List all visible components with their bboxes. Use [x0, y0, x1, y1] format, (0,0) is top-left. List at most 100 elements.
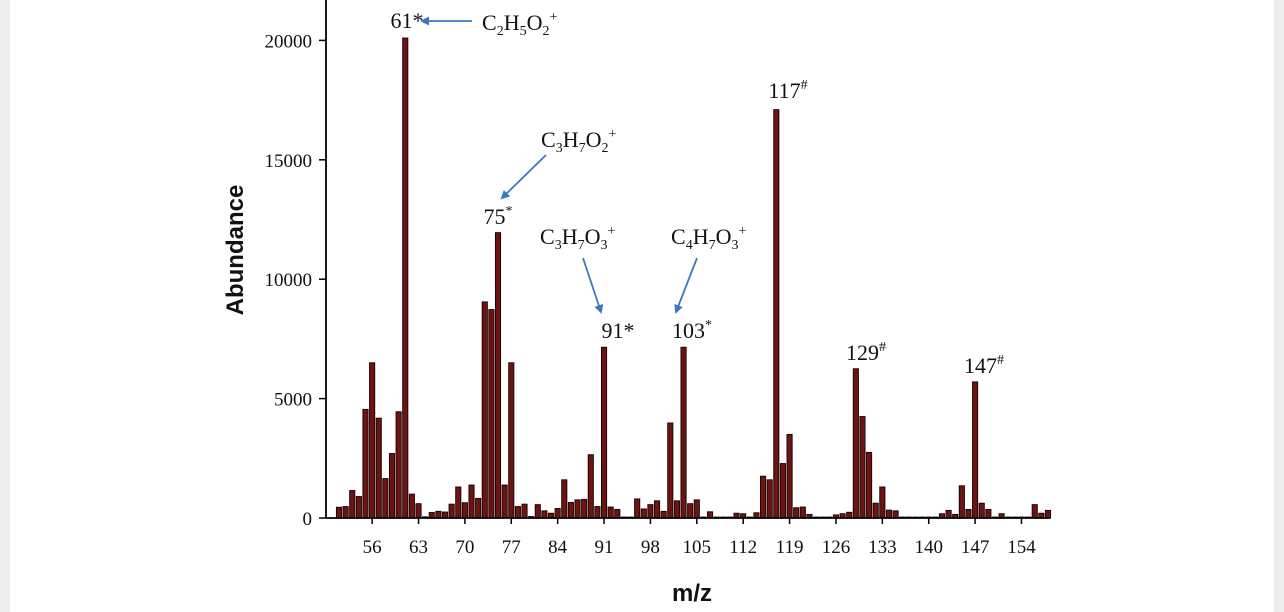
- y-tick-label: 5000: [274, 390, 312, 411]
- x-tick-label: 126: [822, 537, 851, 558]
- bar-mz-91: [600, 346, 608, 519]
- bar-mz-71: [468, 484, 475, 519]
- peak-label-103: 103*: [672, 318, 712, 343]
- bar-mz-82: [541, 510, 548, 519]
- ion-c3h7o2-label: C3H7O2+: [541, 127, 616, 156]
- y-tick-label: 20000: [265, 31, 313, 52]
- peak-label-117: 117#: [768, 78, 807, 103]
- bar-mz-129: [852, 368, 859, 519]
- bar-mz-66: [435, 510, 442, 519]
- bar-mz-70: [461, 502, 468, 519]
- bar-mz-53: [349, 490, 356, 519]
- y-tick-label: 10000: [265, 270, 313, 291]
- bar-mz-98: [647, 504, 654, 519]
- peak-label-61: 61*: [391, 8, 424, 33]
- x-axis-title: m/z: [672, 580, 712, 607]
- bar-mz-92: [607, 506, 614, 519]
- bar-mz-143: [945, 509, 952, 519]
- bar-mz-130: [859, 416, 866, 519]
- ion-c4h7o3-label: C4H7O3+: [671, 224, 746, 253]
- peak-label-147: 147#: [964, 353, 1004, 378]
- bar-mz-96: [634, 498, 641, 519]
- bar-mz-135: [892, 510, 899, 519]
- bar-mz-101: [667, 422, 674, 519]
- x-tick-label: 119: [776, 537, 804, 558]
- x-tick-label: 84: [548, 537, 568, 558]
- bar-mz-146: [965, 508, 972, 519]
- chart-page: 0 5000 10000 15000 20000 56 63 70 77 84 91 98 105 11…: [10, 0, 1274, 612]
- bar-mz-147: [972, 381, 979, 519]
- bar-mz-78: [514, 506, 521, 519]
- ion-c4h7o3-arrow: [674, 257, 698, 314]
- peak-labels-layer: 61* 75* 91* 103* 117# 129# 147#: [391, 8, 1005, 378]
- bar-mz-54: [355, 496, 362, 519]
- bar-mz-62: [408, 493, 415, 519]
- bar-mz-102: [673, 500, 680, 519]
- bar-mz-120: [793, 507, 800, 519]
- y-axis-title: Abundance: [222, 185, 249, 316]
- x-tick-label: 105: [683, 537, 712, 558]
- bar-mz-76: [501, 484, 508, 519]
- x-tick-label: 133: [868, 537, 897, 558]
- ion-annotations-layer: C2H5O2+ C3H7O2+ C3H7O3+ C4H7O3+: [420, 10, 746, 314]
- bar-mz-85: [561, 479, 568, 519]
- bar-mz-81: [534, 504, 541, 519]
- bar-mz-74: [488, 309, 495, 519]
- bar-mz-88: [581, 498, 588, 519]
- bar-mz-132: [872, 502, 879, 519]
- bar-mz-60: [395, 411, 402, 519]
- bar-mz-145: [958, 485, 965, 519]
- bar-mz-118: [779, 463, 786, 519]
- bar-mz-58: [382, 478, 389, 519]
- bar-mz-119: [786, 433, 793, 519]
- bar-mz-99: [654, 500, 661, 519]
- bars-layer: [335, 37, 1052, 519]
- x-tick-label: 98: [641, 537, 660, 558]
- bar-mz-133: [879, 486, 886, 519]
- ion-c3h7o3-arrow: [582, 257, 604, 314]
- bar-mz-100: [660, 510, 667, 519]
- bar-mz-148: [978, 502, 985, 519]
- bar-mz-117: [773, 109, 780, 519]
- peak-label-75: 75*: [484, 204, 513, 229]
- x-tick-label: 147: [961, 537, 990, 558]
- mass-spectrum-chart: 0 5000 10000 15000 20000 56 63 70 77 84 91 98 105 11…: [222, 0, 1052, 607]
- bar-mz-68: [448, 503, 455, 519]
- bar-mz-103: [680, 346, 687, 519]
- bar-mz-121: [799, 506, 806, 519]
- bar-mz-89: [587, 454, 594, 519]
- x-tick-label: 70: [455, 537, 474, 558]
- x-tick-label: 77: [502, 537, 521, 558]
- x-ticks-layer: 56 63 70 77 84 91 98 105 112 119 126 133 140 147 154: [363, 518, 1036, 558]
- y-tick-label: 0: [303, 509, 313, 530]
- bar-mz-73: [481, 301, 488, 519]
- bar-mz-86: [567, 502, 574, 519]
- bar-mz-156: [1031, 504, 1038, 519]
- bar-mz-107: [707, 511, 714, 519]
- x-tick-label: 154: [1007, 537, 1036, 558]
- ion-c3h7o3-label: C3H7O3+: [540, 224, 615, 253]
- peak-label-129: 129#: [846, 340, 886, 365]
- bar-mz-105: [693, 499, 700, 519]
- peak-label-91: 91*: [602, 318, 635, 343]
- x-tick-label: 91: [595, 537, 614, 558]
- bar-mz-79: [521, 503, 528, 519]
- bar-mz-52: [342, 506, 349, 519]
- bar-mz-84: [554, 508, 561, 519]
- bar-mz-158: [1044, 509, 1052, 519]
- bar-mz-149: [985, 508, 992, 519]
- bar-mz-77: [508, 362, 515, 519]
- bar-mz-116: [766, 479, 773, 519]
- y-ticks-layer: 0 5000 10000 15000 20000: [265, 31, 326, 530]
- x-tick-label: 112: [729, 537, 757, 558]
- bar-mz-131: [866, 451, 873, 519]
- bar-mz-75: [494, 232, 502, 519]
- x-tick-label: 56: [363, 537, 382, 558]
- bar-mz-61: [402, 37, 409, 519]
- bar-mz-57: [375, 417, 382, 519]
- bar-mz-72: [475, 497, 482, 519]
- bar-mz-63: [415, 503, 422, 519]
- ion-c3h7o2-arrow: [500, 154, 547, 200]
- x-tick-label: 63: [409, 537, 428, 558]
- ion-c2h5o2-label: C2H5O2+: [482, 10, 557, 39]
